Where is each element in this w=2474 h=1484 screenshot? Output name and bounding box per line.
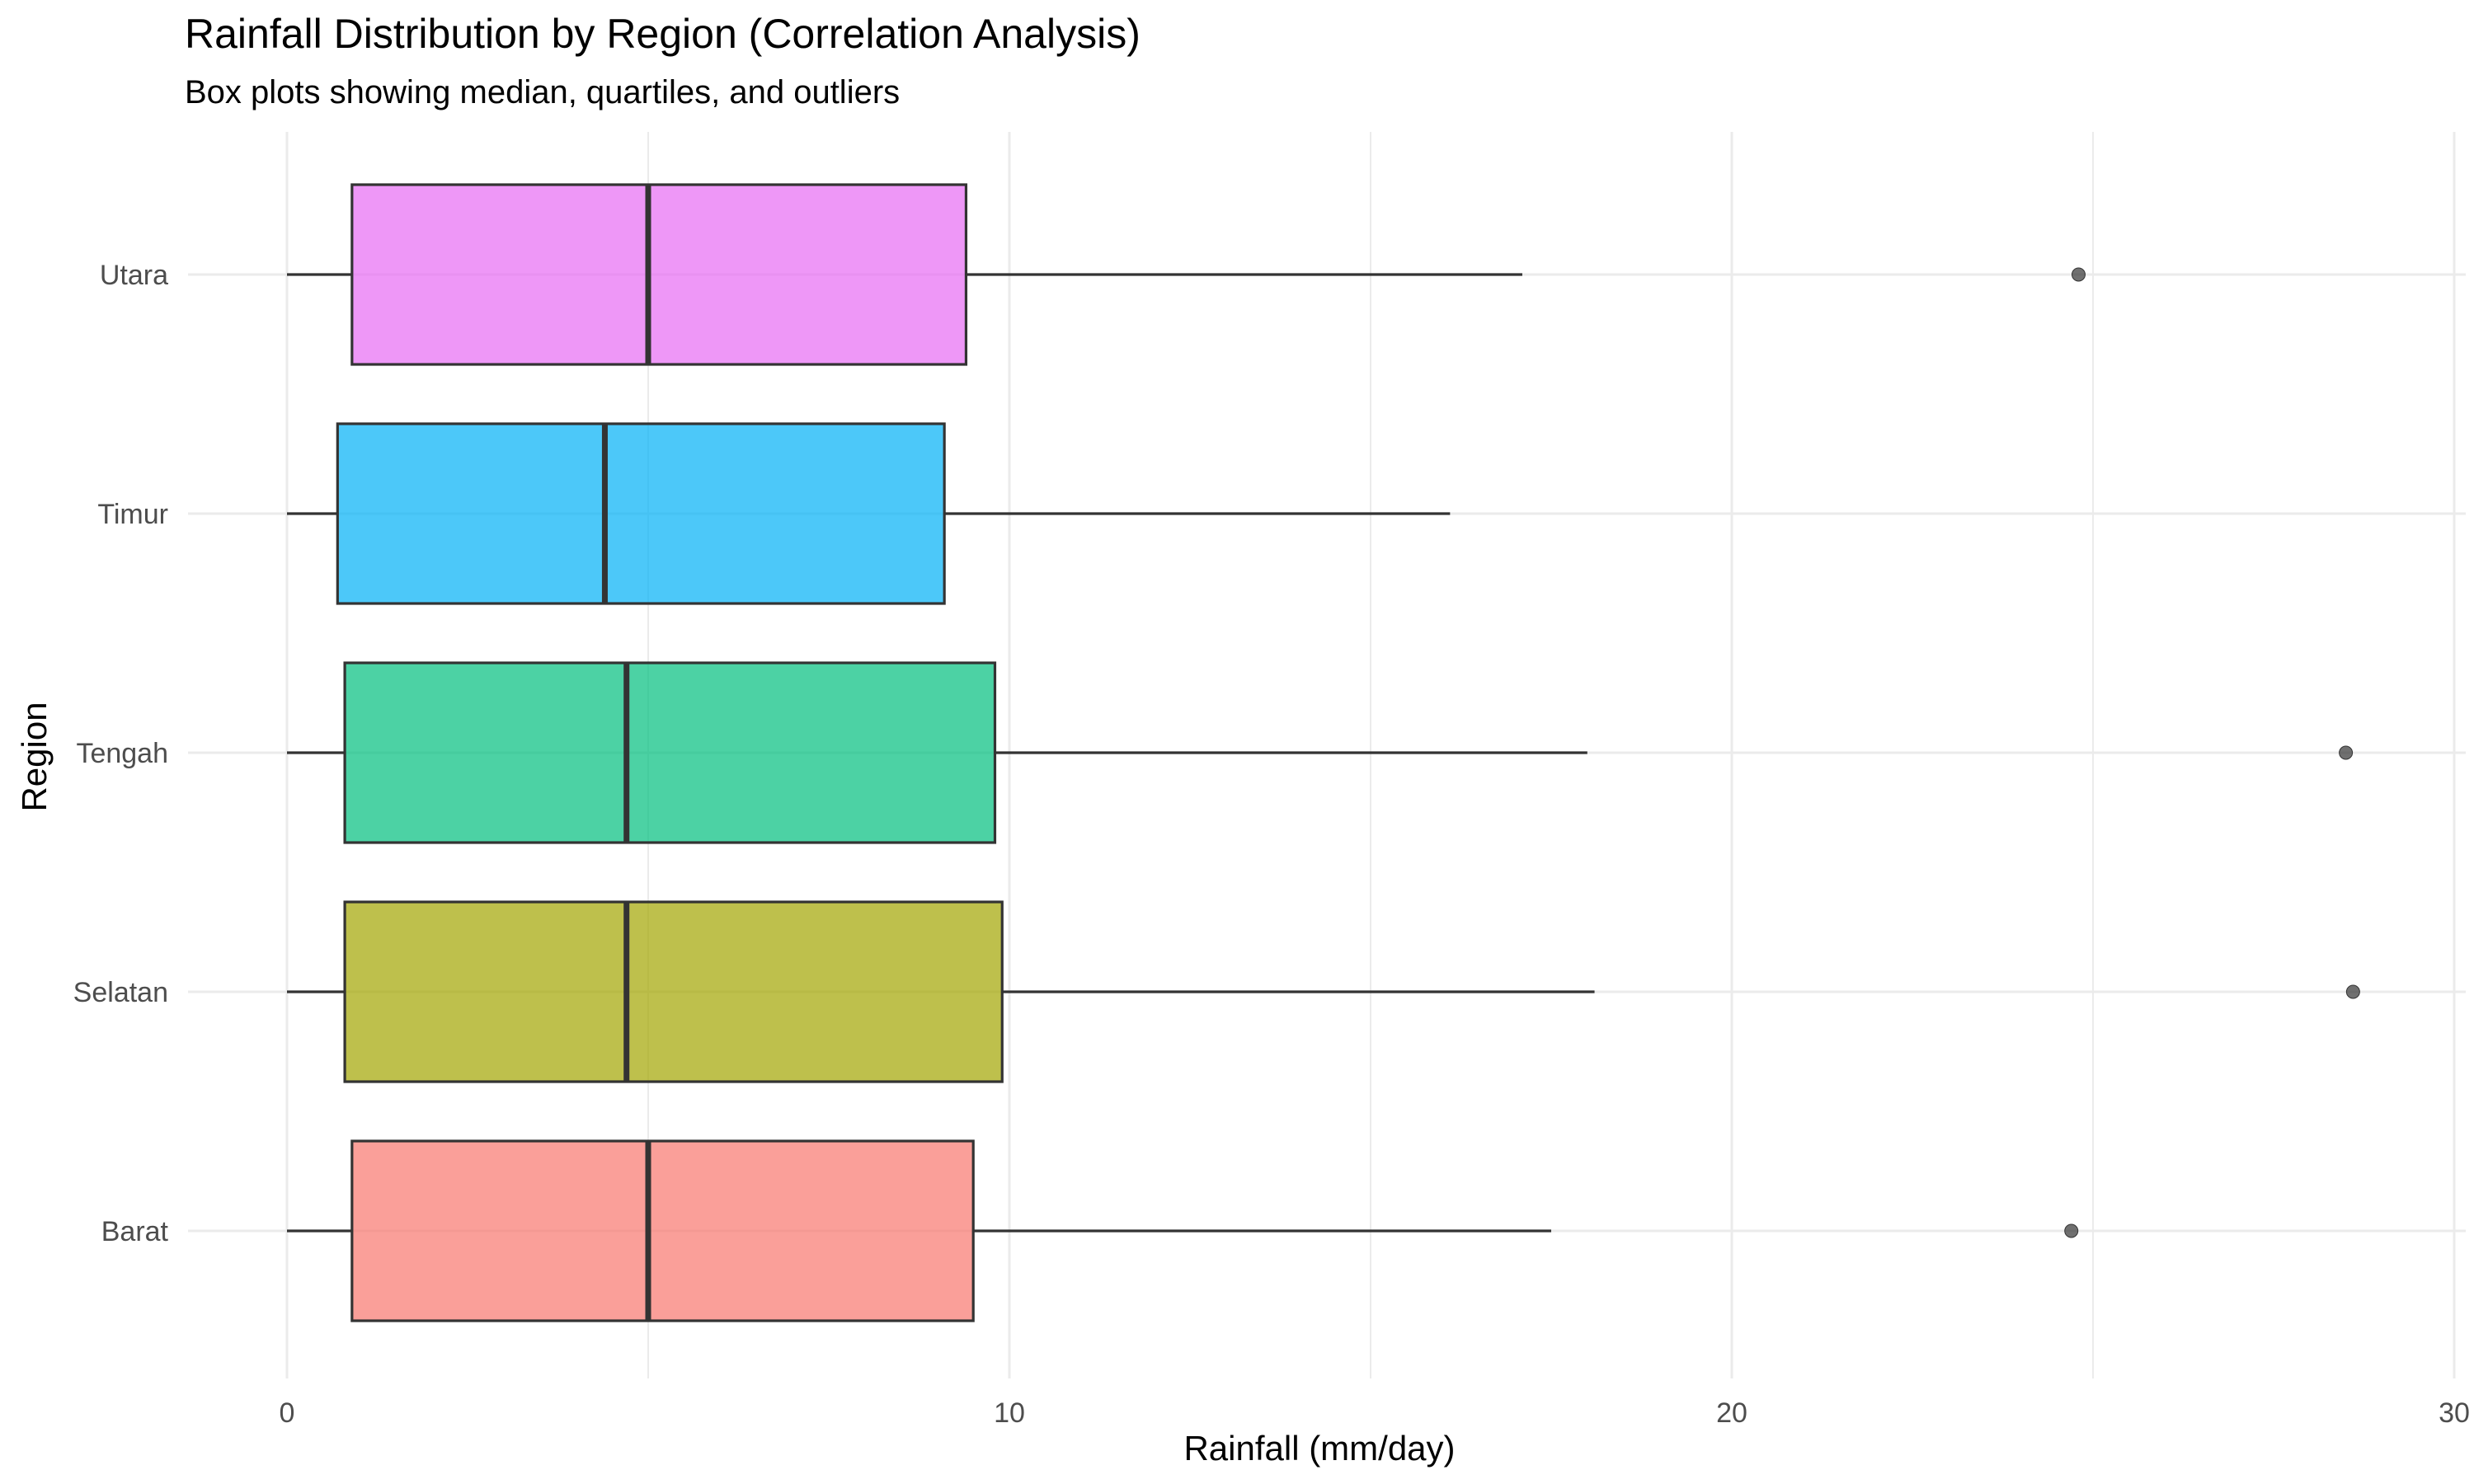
box-timur	[287, 422, 1451, 605]
x-tick-label: 10	[994, 1397, 1025, 1429]
iqr-box	[350, 183, 968, 366]
box-tengah	[287, 661, 2354, 844]
y-axis-title: Region	[15, 702, 54, 811]
outlier-point	[2345, 984, 2360, 999]
axis-ticks: 0 10 20 30 Barat Selatan Tengah Timur Utara	[73, 260, 2470, 1429]
x-tick-label: 30	[2439, 1397, 2470, 1429]
x-tick-label: 0	[280, 1397, 295, 1429]
iqr-box	[343, 900, 1004, 1083]
chart-title: Rainfall Distribution by Region (Correla…	[185, 11, 1141, 57]
box-selatan	[287, 900, 2360, 1083]
y-tick-label: Selatan	[73, 977, 168, 1008]
outlier-point	[2071, 267, 2086, 282]
iqr-box	[343, 661, 997, 844]
y-tick-label: Barat	[101, 1216, 169, 1247]
iqr-box	[350, 1139, 975, 1322]
box-utara	[287, 183, 2086, 366]
x-tick-label: 20	[1716, 1397, 1747, 1429]
outlier-point	[2064, 1223, 2079, 1238]
chart-subtitle: Box plots showing median, quartiles, and…	[185, 74, 901, 110]
iqr-box	[336, 422, 946, 605]
y-tick-label: Tengah	[76, 738, 168, 769]
box-barat	[287, 1139, 2079, 1322]
outlier-point	[2339, 745, 2354, 760]
x-axis-title: Rainfall (mm/day)	[1183, 1429, 1455, 1468]
y-tick-label: Utara	[100, 260, 168, 291]
y-tick-label: Timur	[97, 499, 168, 530]
box-series	[287, 183, 2360, 1322]
